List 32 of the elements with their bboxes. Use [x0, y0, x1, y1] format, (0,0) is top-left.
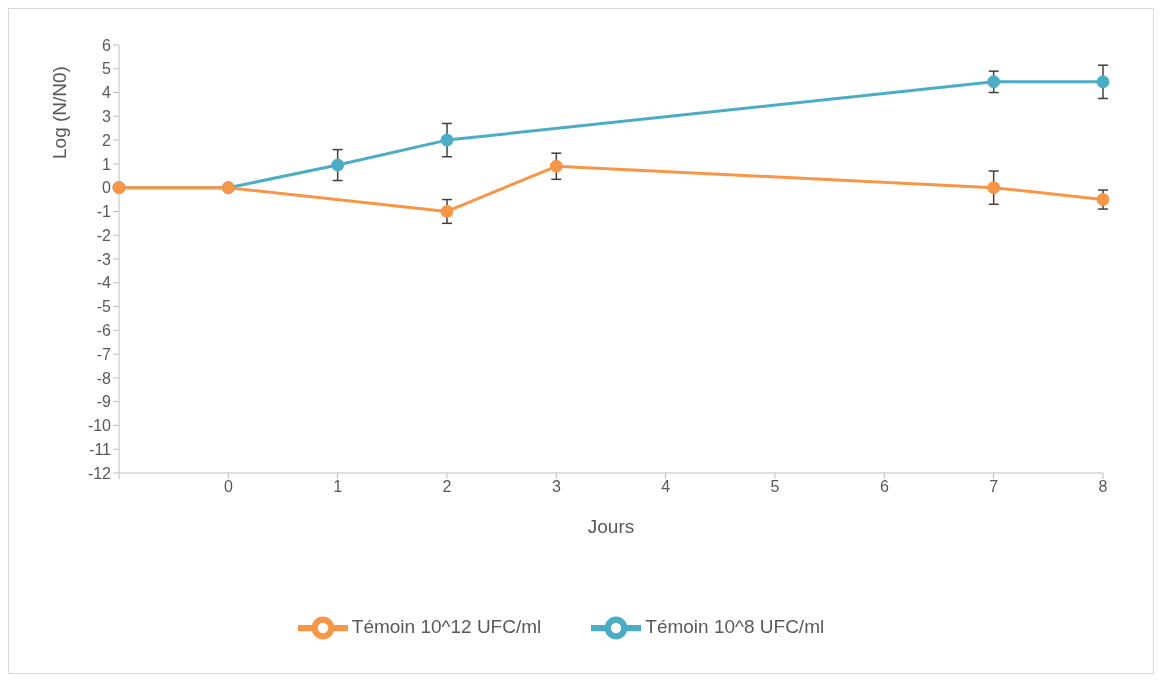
y-tick-label: 0 [102, 179, 112, 197]
y-tick-label: -2 [96, 226, 112, 244]
y-tick-label: 2 [102, 131, 112, 149]
y-tick-label: -6 [96, 322, 112, 340]
legend-label: Témoin 10^12 UFC/ml [351, 616, 542, 638]
y-tick-label: -3 [96, 250, 112, 268]
x-tick-label: 5 [770, 478, 780, 496]
x-axis-title: Jours [587, 516, 635, 537]
x-tick-label: 4 [661, 478, 671, 496]
x-tick-label: 8 [1098, 478, 1108, 496]
x-tick-label: 3 [551, 478, 561, 496]
y-tick-label: 6 [102, 36, 112, 54]
y-tick-label: -4 [96, 274, 112, 292]
x-tick-label: 1 [333, 478, 343, 496]
y-tick-label: -5 [96, 298, 112, 316]
legend-label: Témoin 10^8 UFC/ml [645, 616, 825, 638]
x-tick-label: 7 [989, 478, 999, 496]
y-tick-label: -9 [96, 393, 112, 411]
x-tick-label: 6 [879, 478, 889, 496]
y-tick-label: -7 [96, 345, 112, 363]
y-tick-label: -11 [89, 440, 112, 458]
x-tick-label: 2 [442, 478, 452, 496]
y-tick-label: 4 [102, 84, 112, 102]
y-tick-label: -12 [87, 464, 112, 482]
y-tick-label: -10 [87, 417, 112, 435]
y-tick-label: -1 [96, 203, 112, 221]
y-tick-label: 5 [102, 60, 112, 78]
y-tick-label: 3 [102, 108, 112, 126]
y-tick-label: 1 [102, 155, 112, 173]
y-tick-label: -8 [96, 369, 112, 387]
y-axis-title: Log (N/N0) [48, 66, 70, 159]
x-tick-label: 0 [223, 478, 233, 496]
